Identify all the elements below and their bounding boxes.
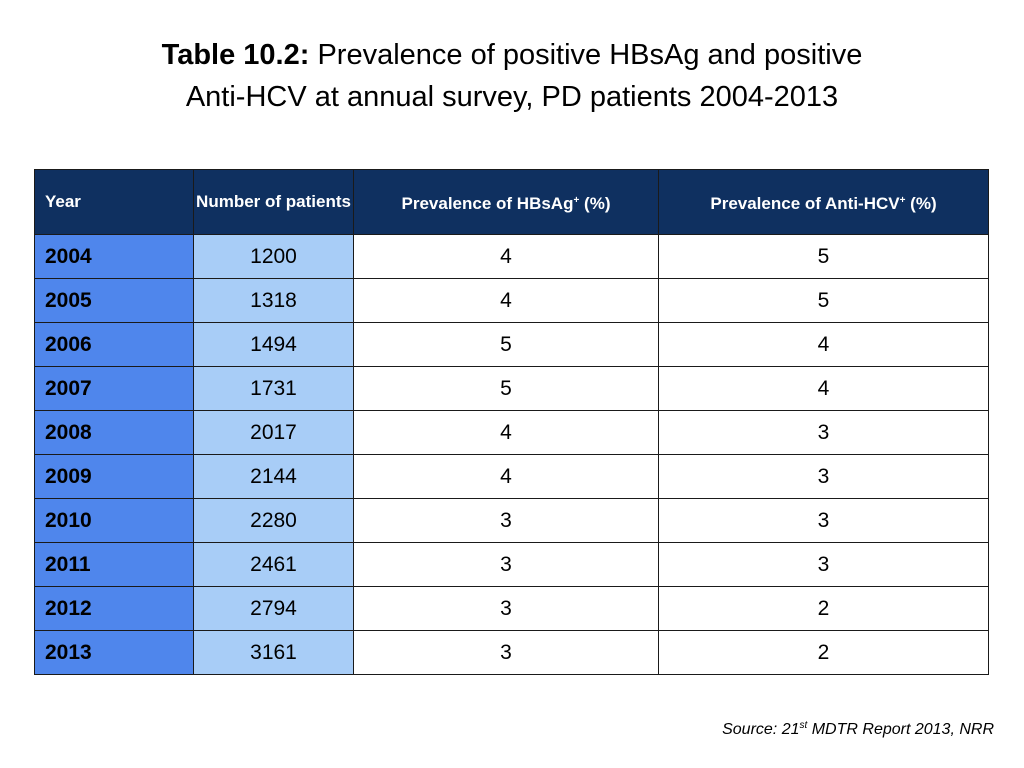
cell-hbsag: 3: [353, 498, 659, 543]
table-row: 2004 1200 4 5: [34, 234, 989, 279]
cell-hcv: 3: [658, 410, 989, 455]
title-text-2: Anti-HCV at annual survey, PD patients 2…: [185, 81, 839, 113]
cell-hbsag: 3: [353, 586, 659, 631]
cell-year: 2010: [34, 498, 194, 543]
cell-hbsag: 4: [353, 454, 659, 499]
cell-hcv: 4: [658, 366, 989, 411]
header-hcv-unit: (%): [905, 193, 937, 213]
cell-hcv: 4: [658, 322, 989, 367]
table-row: 2008 2017 4 3: [34, 410, 989, 455]
cell-hcv: 5: [658, 234, 989, 279]
cell-patients: 2461: [193, 542, 354, 587]
cell-hcv: 5: [658, 278, 989, 323]
cell-hbsag: 4: [353, 234, 659, 279]
cell-patients: 1494: [193, 322, 354, 367]
source-text-rest: MDTR Report 2013, NRR: [807, 721, 994, 738]
cell-year: 2005: [34, 278, 194, 323]
source-note: Source: 21st MDTR Report 2013, NRR: [722, 720, 994, 739]
cell-hbsag: 5: [353, 366, 659, 411]
cell-patients: 2280: [193, 498, 354, 543]
cell-hcv: 2: [658, 630, 989, 675]
cell-year: 2007: [34, 366, 194, 411]
cell-year: 2013: [34, 630, 194, 675]
cell-hbsag: 3: [353, 630, 659, 675]
cell-patients: 1318: [193, 278, 354, 323]
header-hcv-text: Prevalence of Anti-HCV: [710, 193, 900, 213]
header-hcv: Prevalence of Anti-HCV+ (%): [658, 169, 989, 235]
cell-hbsag: 3: [353, 542, 659, 587]
title-prefix: Table 10.2:: [161, 39, 310, 71]
cell-year: 2011: [34, 542, 194, 587]
title-text-1: Prevalence of positive HBsAg and positiv…: [317, 39, 863, 71]
cell-hcv: 2: [658, 586, 989, 631]
cell-hcv: 3: [658, 542, 989, 587]
source-text: Source: 21: [722, 721, 800, 738]
prevalence-table: Year Number of patients Prevalence of HB…: [34, 169, 989, 675]
cell-patients: 1731: [193, 366, 354, 411]
table-row: 2005 1318 4 5: [34, 278, 989, 323]
cell-patients: 2017: [193, 410, 354, 455]
cell-year: 2008: [34, 410, 194, 455]
table-row: 2011 2461 3 3: [34, 542, 989, 587]
header-hbsag-text: Prevalence of HBsAg: [401, 193, 574, 213]
cell-year: 2006: [34, 322, 194, 367]
table-row: 2009 2144 4 3: [34, 454, 989, 499]
table-row: 2007 1731 5 4: [34, 366, 989, 411]
table-row: 2006 1494 5 4: [34, 322, 989, 367]
header-hbsag-unit: (%): [579, 193, 611, 213]
header-patients: Number of patients: [193, 169, 354, 235]
cell-hbsag: 4: [353, 410, 659, 455]
cell-hbsag: 5: [353, 322, 659, 367]
header-hbsag: Prevalence of HBsAg+ (%): [353, 169, 659, 235]
cell-patients: 2794: [193, 586, 354, 631]
header-hbsag-sup: +: [573, 194, 580, 206]
cell-hcv: 3: [658, 498, 989, 543]
table-header: Year Number of patients Prevalence of HB…: [34, 169, 989, 235]
page-title: Table 10.2: Prevalence of positive HBsAg…: [0, 34, 1024, 118]
cell-year: 2009: [34, 454, 194, 499]
table-body: 2004 1200 4 5 2005 1318 4 5 2006 1494 5 …: [34, 234, 989, 675]
cell-patients: 3161: [193, 630, 354, 675]
cell-patients: 1200: [193, 234, 354, 279]
table-row: 2010 2280 3 3: [34, 498, 989, 543]
source-superscript: st: [799, 720, 808, 731]
cell-year: 2004: [34, 234, 194, 279]
title-line-1: Table 10.2: Prevalence of positive HBsAg…: [0, 34, 1024, 76]
header-hcv-sup: +: [899, 194, 906, 206]
table-row: 2012 2794 3 2: [34, 586, 989, 631]
header-year: Year: [34, 169, 194, 235]
cell-hbsag: 4: [353, 278, 659, 323]
table-row: 2013 3161 3 2: [34, 630, 989, 675]
header-row: Year Number of patients Prevalence of HB…: [34, 169, 989, 235]
cell-year: 2012: [34, 586, 194, 631]
cell-patients: 2144: [193, 454, 354, 499]
cell-hcv: 3: [658, 454, 989, 499]
